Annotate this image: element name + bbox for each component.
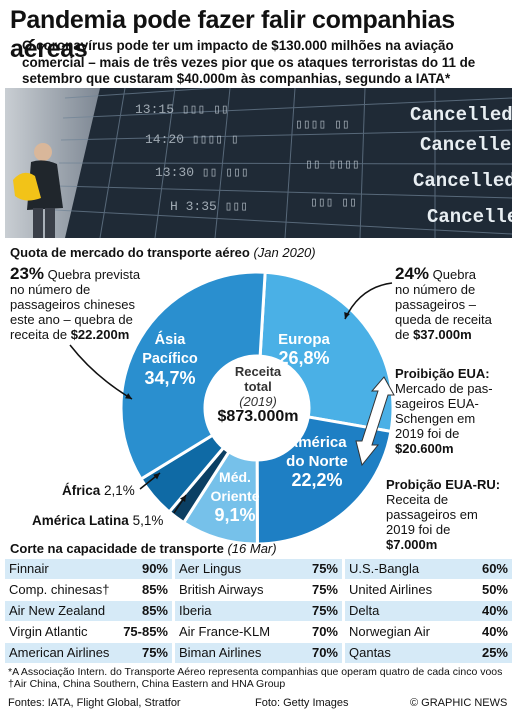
slice-label-middle-east: Méd. Oriente 9,1% [210, 469, 260, 525]
pie-slice-europa [258, 270, 395, 434]
market-share-donut-chart [69, 270, 395, 546]
svg-text:H 3:35 ▯▯▯: H 3:35 ▯▯▯ [170, 199, 248, 214]
slice-label-north-america: América do Norte 22,2% [286, 434, 348, 490]
table-row: American Airlines 75% Biman Airlines 70% Q… [5, 643, 512, 663]
page-subtitle: O coronavírus pode ter um impacto de $13… [22, 38, 476, 86]
africa-label-arrow-head [153, 473, 160, 480]
cuts-heading: Corte na capacidade de transporte (16 Ma… [10, 541, 277, 556]
label-africa: África 2,1% [62, 483, 135, 498]
board-cancelled-text-2: Cancelled [420, 134, 512, 156]
europe-note-arrow-head [344, 312, 350, 319]
table-row: Finnair 90% Aer Lingus 75% U.S.-Bangla 60% [5, 559, 512, 579]
market-heading: Quota de mercado do transporte aéreo (Ja… [10, 245, 316, 260]
footnote-iata: *A Associação Intern. do Transporte Aére… [8, 666, 503, 678]
traveller-figure [13, 143, 63, 238]
us-ban-note: Proibição EUA: Mercado de pas- sageiros … [395, 366, 493, 456]
board-cancelled-text-4: Cancelled [427, 206, 512, 228]
table-row: Comp. chinesas† 85% British Airways 75% Un… [9, 582, 508, 597]
departure-board-illustration: Cancelled Cancelled Cancelled Cancelled … [5, 88, 512, 238]
label-latin-america: América Latina 5,1% [32, 513, 164, 528]
copyright: © GRAPHIC NEWS [410, 697, 508, 709]
svg-text:13:30 ▯▯ ▯▯▯: 13:30 ▯▯ ▯▯▯ [155, 165, 249, 180]
footnote-chinese-carriers: †Air China, China Southern, China Easter… [8, 678, 286, 690]
departure-board-photo: Cancelled Cancelled Cancelled Cancelled … [5, 88, 512, 238]
europe-note: 24% Quebra no número de passageiros – qu… [395, 264, 492, 342]
pie-slice--sia-pac-fico [119, 270, 267, 482]
board-cancelled-text-1: Cancelled [410, 104, 512, 126]
table-row: Air New Zealand 85% Iberia 75% Delta 40% [5, 601, 512, 621]
donut-center-label: Receita total (2019) $873.000m [217, 364, 299, 425]
svg-text:▯▯▯▯ ▯▯: ▯▯▯▯ ▯▯ [295, 117, 350, 132]
donut-hole [207, 358, 307, 458]
asia-note-arrow [69, 344, 133, 400]
latin-america-label-arrow-head [180, 495, 186, 502]
us-ban-double-arrow [355, 376, 395, 467]
asia-note: 23% Quebra prevista no número de passage… [10, 264, 141, 342]
asia-note-arrow-head [125, 393, 132, 399]
slice-label-asia: Ásia Pacífico 34,7% [142, 332, 198, 388]
svg-text:14:20 ▯▯▯▯ ▯: 14:20 ▯▯▯▯ ▯ [145, 132, 239, 147]
table-row: Virgin Atlantic 75-85% Air France-KLM 70% … [9, 624, 508, 639]
page-title: Pandemia pode fazer falir companhias aér… [10, 6, 455, 63]
uk-ban-note: Probição EUA-RU: Receita de passageiros … [386, 477, 501, 552]
svg-text:13:15 ▯▯▯ ▯▯: 13:15 ▯▯▯ ▯▯ [135, 102, 229, 117]
svg-text:▯▯▯ ▯▯: ▯▯▯ ▯▯ [310, 195, 357, 210]
board-cancelled-text-3: Cancelled [413, 170, 512, 192]
sources-text: Fontes: IATA, Flight Global, Stratfor [8, 697, 181, 709]
svg-text:▯▯ ▯▯▯▯: ▯▯ ▯▯▯▯ [305, 157, 360, 172]
photo-credit: Foto: Getty Images [255, 697, 349, 709]
slice-label-europe: Europa 26,8% [278, 331, 330, 368]
